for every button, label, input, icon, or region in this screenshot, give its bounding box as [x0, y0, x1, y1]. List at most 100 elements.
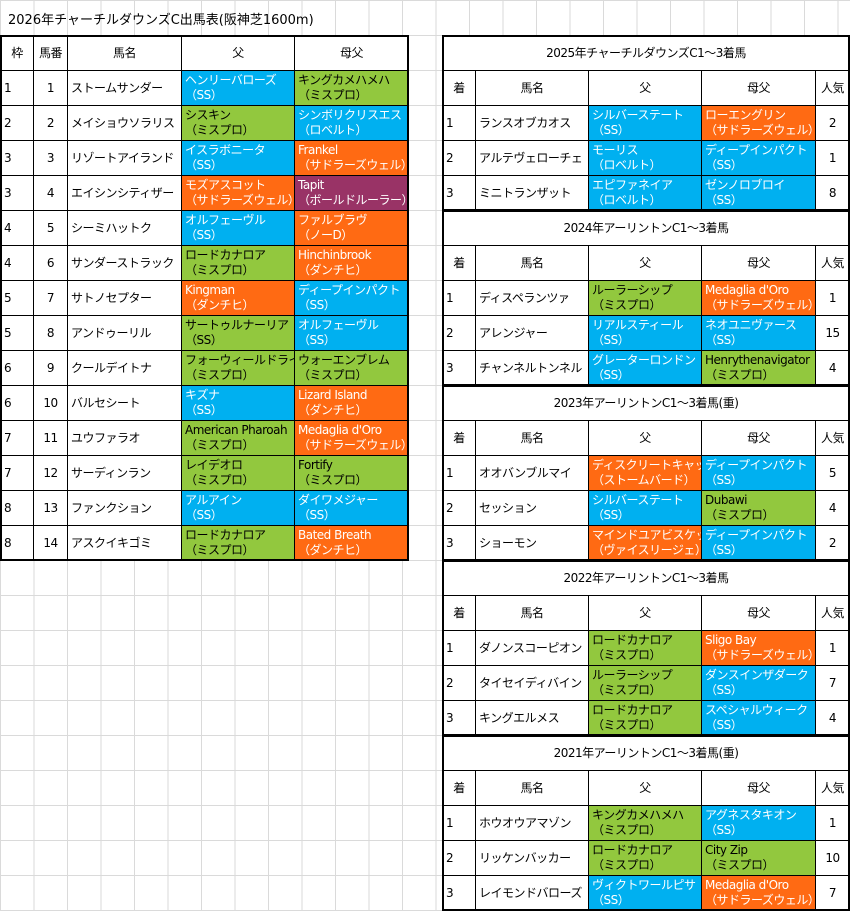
place: 3: [446, 360, 454, 375]
damsire-cell: ウォーエンブレム （ミスプロ）: [294, 350, 409, 386]
damsire-line: （ノーD）: [298, 228, 353, 242]
frame-cell: 7: [0, 455, 34, 491]
sire-line: （ミスプロ）: [185, 473, 255, 487]
sire-name: フォーウィールドライブ: [185, 353, 294, 367]
damsire-name: ディープインパクト: [298, 283, 400, 297]
place-cell: 3: [442, 875, 476, 911]
horse-name: ランスオブカオス: [479, 115, 571, 130]
number: 6: [46, 255, 55, 270]
horse-name-cell: アスクイキゴミ: [67, 525, 182, 561]
horse-name-cell: ダノンスコーピオン: [475, 630, 589, 666]
place: 3: [446, 710, 454, 725]
sire-cell: ヘンリーバローズ （SS）: [181, 70, 295, 106]
damsire-cell: オルフェーヴル （SS）: [294, 315, 409, 351]
frame: 5: [4, 325, 12, 340]
popularity: 1: [828, 290, 837, 305]
sire-name: モーリス: [592, 143, 639, 157]
place: 1: [446, 640, 454, 655]
horse-name: アルテヴェローチェ: [479, 150, 583, 165]
sire-line: （SS）: [185, 403, 223, 417]
sire-cell: リアルスティール （SS）: [588, 315, 702, 351]
header-cell: 母父: [701, 70, 816, 106]
sire-name: ロードカナロア: [185, 528, 266, 542]
frame-cell: 8: [0, 525, 34, 561]
popularity-cell: 5: [815, 455, 850, 491]
horse-name-cell: リッケンバッカー: [475, 840, 589, 876]
sire-name: ロードカナロア: [592, 843, 673, 857]
number: 5: [46, 220, 55, 235]
horse-name-cell: メイショウソラリス: [67, 105, 182, 141]
sire-line: （SS）: [185, 508, 223, 522]
damsire-name: Medaglia d'Oro: [705, 283, 789, 297]
sire-cell: ロードカナロア （ミスプロ）: [588, 630, 702, 666]
sire-line: （SS）: [592, 333, 630, 347]
sire-name: ロードカナロア: [185, 248, 266, 262]
frame: 8: [4, 500, 12, 515]
damsire-cell: アグネスタキオン （SS）: [701, 805, 816, 841]
damsire-name: Fortify: [298, 458, 333, 472]
horse-name: オオバンブルマイ: [479, 465, 572, 480]
damsire-name: ファルブラヴ: [298, 213, 368, 227]
horse-name: ディスペランツァ: [479, 290, 570, 305]
damsire-name: ダイワメジャー: [298, 493, 378, 507]
damsire-line: （SS）: [705, 158, 743, 172]
horse-name-cell: ストームサンダー: [67, 70, 182, 106]
sire-name: ディスクリートキャット: [592, 458, 701, 472]
sire-line: （ミスプロ）: [185, 368, 255, 382]
place-cell: 1: [442, 630, 476, 666]
sire-line: （ミスプロ）: [592, 683, 662, 697]
sire-name: キズナ: [185, 388, 220, 402]
damsire-name: ディープインパクト: [705, 458, 807, 472]
frame-cell: 7: [0, 420, 34, 456]
damsire-cell: スペシャルウィーク （SS）: [701, 700, 816, 736]
number-cell: 11: [33, 420, 68, 456]
damsire-cell: ネオユニヴァース （SS）: [701, 315, 816, 351]
header-cell: 馬名: [475, 420, 589, 456]
sire-line: （サドラーズウェル）: [185, 193, 295, 207]
damsire-cell: ファルブラヴ （ノーD）: [294, 210, 409, 246]
horse-name: サーディンラン: [71, 465, 151, 480]
damsire-name: シンボリクリスエス: [298, 108, 402, 122]
frame-cell: 3: [0, 175, 34, 211]
header-cell: 母父: [701, 770, 816, 806]
header: 人気: [820, 80, 845, 95]
place-cell: 3: [442, 700, 476, 736]
horse-name: リゾートアイランド: [71, 150, 174, 165]
header: 父: [639, 255, 651, 270]
number-cell: 5: [33, 210, 68, 246]
header-cell: 人気: [815, 70, 850, 106]
damsire-line: （ボールドルーラー）: [298, 193, 409, 207]
frame: 4: [4, 255, 12, 270]
popularity-cell: 10: [815, 840, 850, 876]
header: 着: [453, 80, 465, 95]
number-cell: 8: [33, 315, 68, 351]
header: 父: [639, 80, 651, 95]
popularity: 4: [828, 710, 837, 725]
popularity: 2: [828, 535, 837, 550]
place-cell: 1: [442, 805, 476, 841]
damsire-name: Tapit: [298, 178, 324, 192]
popularity-cell: 7: [815, 665, 850, 701]
number: 3: [46, 150, 55, 165]
section-title-cell: 2023年アーリントンC1～3着馬(重): [442, 385, 850, 421]
damsire-line: （ロベルト）: [298, 123, 368, 137]
place-cell: 2: [442, 140, 476, 176]
header-cell: 着: [442, 245, 476, 281]
header: 母父: [746, 605, 771, 620]
section-title-cell: 2021年アーリントンC1～3着馬(重): [442, 735, 850, 771]
sire-cell: キズナ （SS）: [181, 385, 295, 421]
horse-name: リッケンバッカー: [479, 850, 571, 865]
damsire-name: City Zip: [705, 843, 748, 857]
horse-name-cell: サンダーストラック: [67, 245, 182, 281]
header-cell: 人気: [815, 770, 850, 806]
damsire-cell: ダンスインザダーク （SS）: [701, 665, 816, 701]
sire-name: モズアスコット: [185, 178, 266, 192]
sire-line: （SS）: [185, 228, 223, 242]
frame-cell: 2: [0, 105, 34, 141]
number-cell: 3: [33, 140, 68, 176]
frame: 7: [4, 430, 12, 445]
damsire-cell: ディープインパクト （SS）: [701, 140, 816, 176]
sire-name: レイデオロ: [185, 458, 243, 472]
horse-name: メイショウソラリス: [71, 115, 175, 130]
horse-name-cell: チャンネルトンネル: [475, 350, 589, 386]
